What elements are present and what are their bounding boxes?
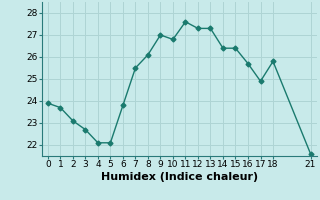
X-axis label: Humidex (Indice chaleur): Humidex (Indice chaleur) [100,172,258,182]
